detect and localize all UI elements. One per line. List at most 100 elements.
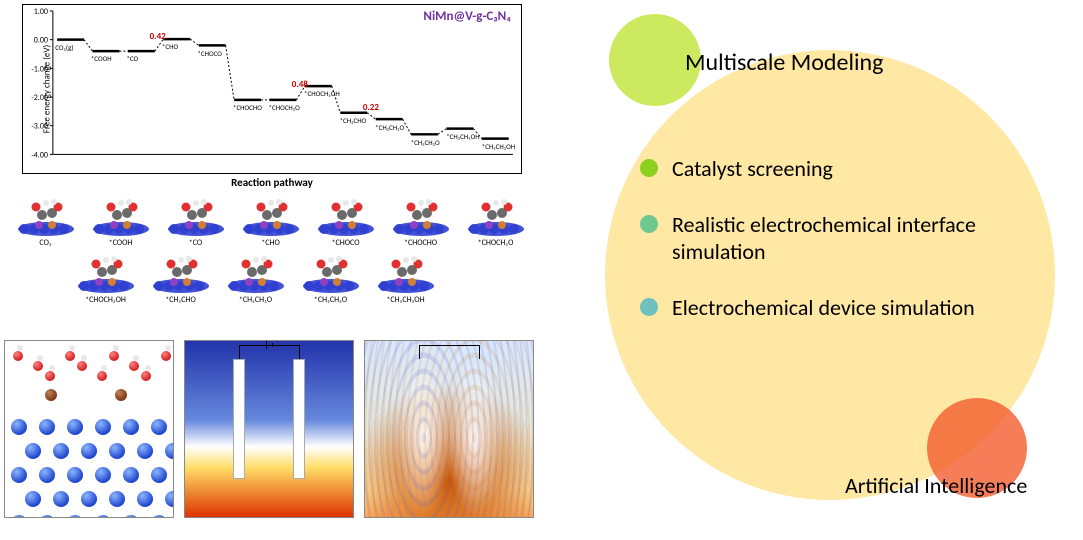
molecule-glyph [14, 195, 78, 237]
molecule-cell: *COOH [83, 195, 158, 248]
molecule-label: *CHO [261, 238, 280, 248]
adsorbate-atom [141, 371, 151, 381]
electrode [233, 359, 245, 479]
molecule-row: CO₂ *COOH *CO [8, 195, 538, 248]
molecule-label: *CH₂CH₂O [239, 295, 272, 305]
adsorbate-atom [97, 371, 107, 381]
molecule-label: *CHOCHO [404, 238, 437, 248]
lattice-atom [151, 419, 167, 435]
chart-step-label: CO₂(g) [55, 43, 73, 52]
molecule-cell: *CHO [233, 195, 308, 248]
adsorbate-atom [77, 361, 87, 371]
molecule-label: *CHOCH₂OH [85, 295, 126, 305]
molecule-label: *COOH [109, 238, 133, 248]
simulation-panels [4, 340, 544, 530]
lattice-atom [95, 467, 111, 483]
lattice-atom [165, 491, 174, 507]
adsorbate-atom [165, 345, 171, 351]
gradient-bg [185, 341, 353, 517]
molecule-glyph [149, 252, 213, 294]
molecule-gallery: CO₂ *COOH *CO [8, 195, 538, 330]
svg-text:-1.00: -1.00 [31, 64, 48, 74]
adsorbate-atom [161, 351, 171, 361]
molecule-glyph [389, 195, 453, 237]
lattice-atom [39, 467, 55, 483]
bullet-item: Catalyst screening [640, 155, 1020, 183]
molecule-label: *CH₂CHO [165, 295, 195, 305]
bullet-dot-icon [640, 298, 658, 316]
lattice-atom [123, 419, 139, 435]
adsorbate-atom [69, 345, 75, 351]
adsorbate-atom [133, 355, 139, 361]
badge-multiscale-label: Multiscale Modeling [685, 48, 883, 77]
wire [299, 345, 300, 359]
lattice-atom [137, 491, 153, 507]
molecule-glyph [314, 195, 378, 237]
bullet-text: Electrochemical device simulation [672, 294, 975, 322]
adsorbate-atom [49, 365, 55, 371]
chart-step-label: *CH₂CH₂O [375, 123, 404, 132]
lattice-atom [39, 515, 55, 518]
molecule-glyph [89, 195, 153, 237]
molecule-cell: *CH₂CH₂O [293, 252, 368, 305]
chart-step-label: *COOH [91, 54, 112, 63]
bullet-dot-icon [640, 159, 658, 177]
adsorbate-atom [113, 345, 119, 351]
molecule-row: *CHOCH₂OH *CH₂CHO *CH₂CH₂O [68, 252, 538, 305]
adsorbate-atom [45, 371, 55, 381]
molecule-glyph [239, 195, 303, 237]
lattice-atom [165, 443, 174, 459]
battery-icon [266, 341, 267, 349]
adsorbate-atom [33, 361, 43, 371]
chart-step-label: *CH₃CH₂OH [482, 142, 515, 151]
lattice-atom [11, 419, 27, 435]
bullet-item: Realistic electrochemical interface simu… [640, 211, 1020, 266]
chart-step-label: *CHO [162, 42, 178, 51]
lattice-atom [81, 443, 97, 459]
molecule-glyph [74, 252, 138, 294]
lattice-atom [151, 515, 167, 518]
flow-bg [365, 341, 533, 517]
adsorbate-atom [13, 351, 23, 361]
bullet-list: Catalyst screening Realistic electrochemi… [640, 155, 1020, 349]
lattice-atom [95, 515, 111, 518]
molecule-cell: *CHOCH₂OH [68, 252, 143, 305]
wire [479, 345, 480, 359]
bullet-text: Catalyst screening [672, 155, 833, 183]
lattice-atom [137, 443, 153, 459]
svg-text:-3.00: -3.00 [31, 122, 48, 132]
molecule-label: *CH₂CH₂O [314, 295, 347, 305]
lattice-atom [53, 443, 69, 459]
lattice-atom [25, 491, 41, 507]
adsorbate-metal [45, 389, 57, 401]
chart-step-label: *CO [126, 54, 138, 63]
adsorbate-atom [101, 365, 107, 371]
lattice-atom [109, 443, 125, 459]
adsorbate-atom [145, 365, 151, 371]
molecule-cell: CO₂ [8, 195, 83, 248]
chart-step-label: *CHOCH₂OH [304, 89, 340, 98]
molecule-glyph [299, 252, 363, 294]
molecule-cell: *CHOCHO [383, 195, 458, 248]
bullet-item: Electrochemical device simulation [640, 294, 1020, 322]
wire [239, 345, 299, 346]
chart-barrier-label: 0.22 [363, 102, 379, 113]
chart-barrier-label: 0.42 [150, 31, 166, 42]
free-energy-chart: NiMn@V-g-C₃N₄ Free energy change (eV) Re… [22, 4, 522, 174]
chart-step-label: *CH₂CH₂OH [446, 132, 479, 141]
chart-xlabel: Reaction pathway [231, 176, 313, 189]
wire [419, 345, 420, 359]
lattice-atom [11, 467, 27, 483]
molecule-glyph [374, 252, 438, 294]
wire [239, 345, 240, 359]
molecule-label: *CHOCH₂O [478, 238, 514, 248]
lattice-atom [11, 515, 27, 518]
right-panel: Multiscale Modeling Artificial Intellige… [545, 0, 1083, 540]
battery-icon [272, 343, 273, 347]
lattice-atom [39, 419, 55, 435]
svg-text:-2.00: -2.00 [31, 93, 48, 103]
chart-barrier-label: 0.48 [292, 79, 308, 90]
molecule-label: *CHOCO [331, 238, 359, 248]
chart-step-label: *CHOCO [197, 49, 222, 58]
lattice-atom [123, 515, 139, 518]
